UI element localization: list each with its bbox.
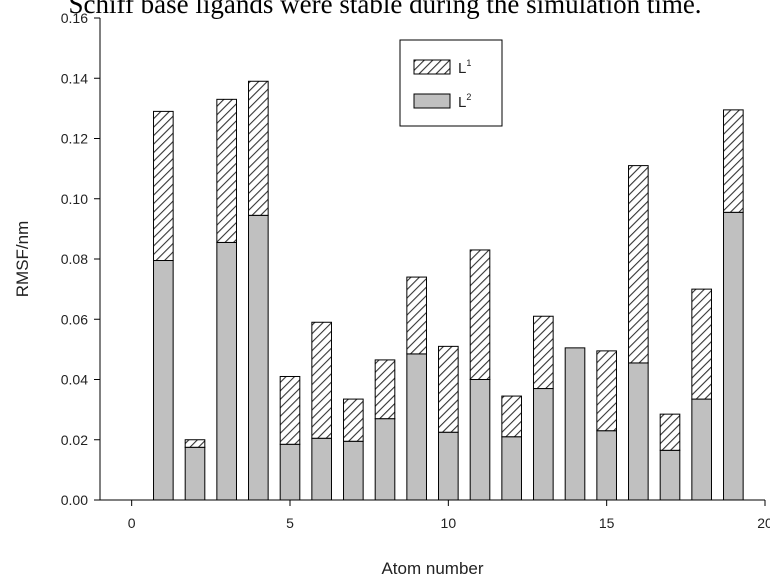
x-tick-label: 10 bbox=[441, 515, 457, 531]
y-tick-label: 0.10 bbox=[61, 191, 88, 207]
bar-l1-atom-16 bbox=[628, 165, 649, 364]
y-tick-label: 0.12 bbox=[61, 131, 88, 147]
bar-l2-atom-1 bbox=[153, 260, 174, 501]
y-tick-label: 0.06 bbox=[61, 311, 88, 327]
bar-l1-atom-10 bbox=[438, 345, 459, 433]
bar-l1-atom-3 bbox=[216, 98, 237, 243]
y-tick-label: 0.08 bbox=[61, 251, 88, 267]
x-tick-label: 15 bbox=[599, 515, 615, 531]
bar-l2-atom-19 bbox=[723, 211, 744, 501]
legend-label-l1: L1 bbox=[458, 58, 471, 77]
legend-box bbox=[399, 39, 503, 127]
caption-text: Schiff base ligands were stable during t… bbox=[68, 0, 702, 19]
bar-l2-atom-11 bbox=[469, 379, 491, 501]
bar-l1-atom-7 bbox=[343, 398, 364, 442]
bar-l1-atom-18 bbox=[691, 288, 712, 400]
bar-l1-atom-8 bbox=[374, 359, 396, 420]
bar-l1-atom-17 bbox=[659, 413, 681, 451]
bar-l1-atom-4 bbox=[248, 80, 269, 216]
bar-l1-atom-6 bbox=[311, 321, 332, 439]
bar-l2-atom-15 bbox=[596, 430, 617, 501]
bar-l2-atom-4 bbox=[248, 214, 269, 501]
bar-l2-atom-7 bbox=[343, 440, 364, 501]
bar-l2-atom-9 bbox=[406, 353, 427, 501]
bar-l1-atom-13 bbox=[533, 315, 554, 390]
bar-l2-atom-12 bbox=[501, 436, 522, 501]
legend-label-l2: L2 bbox=[458, 92, 471, 111]
bar-l2-atom-2 bbox=[184, 446, 206, 501]
bar-l1-atom-12 bbox=[501, 395, 522, 438]
bar-l2-atom-13 bbox=[533, 388, 554, 501]
legend: L1 L2 bbox=[399, 39, 503, 127]
y-tick-label: 0.02 bbox=[61, 432, 88, 448]
x-tick-label: 20 bbox=[757, 515, 770, 531]
bar-l1-atom-11 bbox=[469, 249, 491, 380]
bar-l2-atom-5 bbox=[279, 443, 301, 501]
bar-l2-atom-14 bbox=[564, 347, 586, 501]
bar-l2-atom-8 bbox=[374, 418, 396, 501]
bar-l2-atom-18 bbox=[691, 398, 712, 501]
bar-l1-atom-19 bbox=[723, 109, 744, 213]
legend-swatch-l2 bbox=[413, 93, 451, 109]
bar-l2-atom-16 bbox=[628, 362, 649, 501]
x-axis-title: Atom number bbox=[381, 559, 483, 578]
y-tick-label: 0.16 bbox=[61, 10, 88, 26]
bar-l1-atom-9 bbox=[406, 276, 427, 355]
x-tick-label: 5 bbox=[286, 515, 294, 531]
bar-l1-atom-5 bbox=[279, 375, 301, 445]
y-axis-title: RMSF/nm bbox=[13, 221, 32, 298]
bar-l2-atom-3 bbox=[216, 241, 237, 501]
bar-l2-atom-6 bbox=[311, 437, 332, 501]
bar-l2-atom-17 bbox=[659, 449, 681, 501]
x-tick-label: 0 bbox=[128, 515, 136, 531]
bar-l1-atom-1 bbox=[153, 110, 174, 262]
bar-l1-atom-15 bbox=[596, 350, 617, 432]
y-tick-label: 0.04 bbox=[61, 372, 88, 388]
legend-swatch-l1 bbox=[413, 59, 451, 75]
bar-l1-atom-2 bbox=[184, 439, 206, 448]
y-tick-label: 0.14 bbox=[61, 70, 88, 86]
bars-layer bbox=[153, 80, 744, 501]
y-tick-label: 0.00 bbox=[61, 492, 88, 508]
bar-l2-atom-10 bbox=[438, 431, 459, 501]
ticks-layer: 0.00 0.02 0.04 0.06 0.08 0.10 0.12 0.14 0.16 0 5 10… bbox=[61, 10, 770, 531]
